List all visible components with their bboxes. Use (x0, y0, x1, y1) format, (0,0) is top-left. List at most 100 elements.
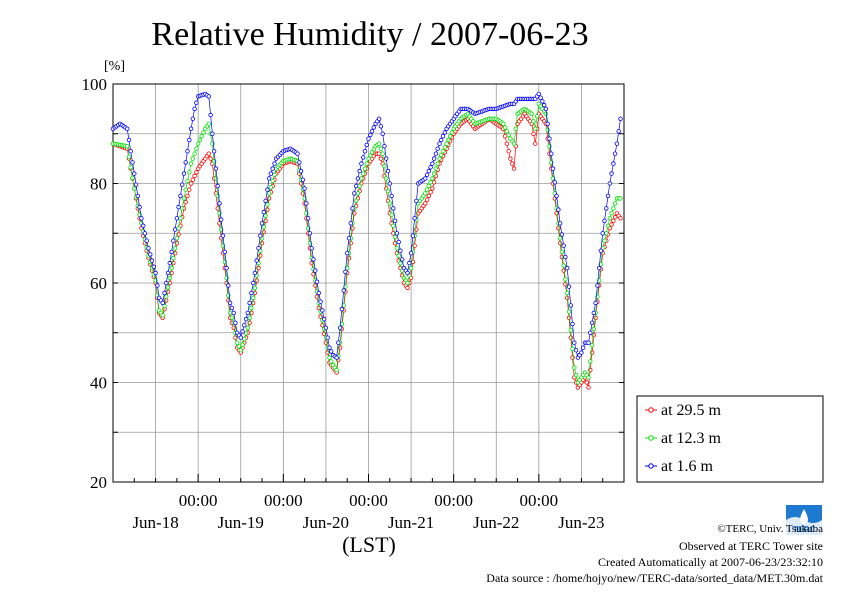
data-point (442, 145, 447, 150)
data-point (337, 345, 343, 350)
data-point (385, 168, 391, 174)
data-point (501, 121, 506, 126)
created-text: Created Automatically at 2007-06-23/23:3… (598, 555, 823, 569)
data-point (254, 258, 259, 263)
data-point (426, 193, 431, 199)
data-point (394, 245, 400, 251)
data-point (568, 328, 573, 333)
data-point (194, 100, 199, 105)
data-point (206, 94, 211, 99)
data-point (380, 131, 385, 136)
legend-marker (648, 463, 654, 469)
data-point (389, 212, 394, 217)
data-point (227, 300, 233, 306)
data-point (163, 294, 169, 299)
data-point (591, 333, 596, 338)
data-point (561, 263, 566, 268)
data-point (272, 172, 277, 177)
series-0 (110, 111, 623, 390)
data-point (433, 151, 439, 156)
data-point (602, 238, 607, 243)
data-point (549, 151, 554, 156)
data-point (176, 204, 181, 210)
data-point (563, 282, 568, 287)
data-point (318, 299, 323, 304)
data-point (604, 206, 609, 211)
data-point (254, 278, 259, 283)
data-point (187, 170, 192, 175)
data-point (618, 216, 623, 221)
data-point (611, 218, 616, 223)
data-point (570, 346, 575, 352)
data-point (364, 161, 369, 166)
data-point (201, 130, 206, 135)
data-point (329, 349, 334, 354)
data-point (339, 321, 345, 327)
data-point (231, 310, 236, 316)
data-point (591, 326, 596, 332)
data-point (128, 165, 133, 170)
data-point (321, 316, 327, 322)
data-point (162, 290, 167, 296)
data-point (341, 303, 346, 308)
data-point (155, 283, 160, 288)
data-point (309, 245, 314, 251)
data-point (511, 141, 517, 146)
data-point (423, 191, 428, 196)
data-point (511, 166, 517, 171)
data-point (265, 202, 270, 207)
data-point (341, 288, 346, 293)
legend-marker (648, 435, 654, 441)
data-point (380, 151, 385, 156)
data-point (217, 201, 222, 206)
data-point (263, 198, 268, 204)
data-point (268, 171, 274, 176)
data-point (396, 239, 401, 245)
data-point (215, 183, 220, 189)
data-point (343, 284, 348, 289)
data-point (424, 187, 430, 192)
data-point (398, 260, 403, 266)
data-point (545, 127, 550, 133)
data-point (151, 264, 156, 269)
data-point (540, 99, 545, 104)
x-time-label: 00:00 (349, 491, 388, 510)
data-point (385, 188, 391, 194)
data-point (506, 132, 511, 138)
data-point (192, 106, 197, 112)
data-point (185, 178, 190, 184)
data-point (589, 320, 595, 325)
data-point (192, 173, 197, 179)
logo-text: TERC (793, 525, 815, 534)
data-point (366, 136, 371, 141)
data-point (504, 129, 510, 134)
data-point (311, 257, 316, 262)
data-point (597, 265, 602, 271)
data-point (357, 183, 362, 189)
data-point (270, 178, 275, 184)
data-point (163, 280, 169, 286)
data-point (510, 161, 515, 166)
data-point (579, 350, 584, 355)
data-point (598, 248, 604, 253)
data-point (376, 116, 382, 121)
data-point (389, 193, 394, 199)
data-point (556, 207, 561, 212)
x-day-label: Jun-21 (388, 513, 434, 532)
data-point (405, 270, 410, 276)
data-point (439, 152, 444, 158)
data-point (361, 171, 366, 176)
data-point (394, 231, 400, 236)
data-point (345, 265, 350, 271)
data-point (572, 365, 577, 370)
data-point (336, 340, 341, 345)
data-point (320, 308, 325, 313)
series-2 (110, 91, 623, 360)
legend-box (636, 395, 824, 483)
data-point (508, 156, 513, 161)
data-point (218, 217, 224, 222)
data-point (400, 257, 405, 262)
data-point (124, 126, 130, 131)
data-point (559, 254, 565, 260)
data-point (188, 126, 194, 131)
